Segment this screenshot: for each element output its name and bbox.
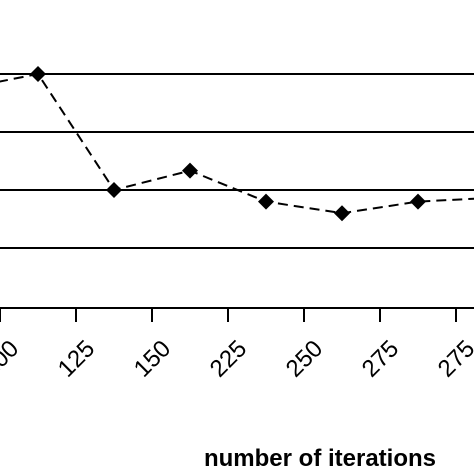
series-markers <box>30 66 426 222</box>
data-point-marker <box>410 193 426 210</box>
gridlines <box>0 73 474 249</box>
x-tick-label: 125 <box>53 335 100 382</box>
data-point-marker <box>182 162 198 179</box>
x-axis-ticks <box>0 308 457 322</box>
series-line <box>0 72 474 215</box>
x-tick-label: 150 <box>129 335 176 382</box>
x-tick-labels: 100 125 150 225 250 275 275 <box>0 335 474 382</box>
x-tick-label: 225 <box>205 335 252 382</box>
x-tick-label: 275 <box>357 335 404 382</box>
x-tick-label: 250 <box>281 335 328 382</box>
data-point-marker <box>30 66 46 82</box>
x-tick-label: 100 <box>0 335 24 382</box>
data-point-marker <box>106 182 122 198</box>
x-tick-label: 275 <box>433 335 474 382</box>
x-axis-title: number of iterations <box>204 445 436 472</box>
data-point-marker <box>258 193 274 210</box>
data-point-marker <box>334 205 350 222</box>
